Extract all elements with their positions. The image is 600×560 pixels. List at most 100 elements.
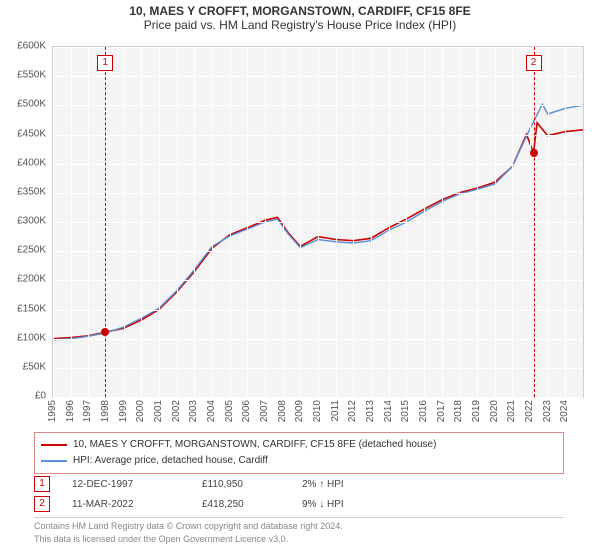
x-axis-label: 2018 <box>453 400 464 422</box>
x-axis-label: 1997 <box>82 400 93 422</box>
x-axis-label: 2019 <box>471 400 482 422</box>
y-axis-label: £50K <box>2 361 46 372</box>
x-axis-label: 2005 <box>224 400 235 422</box>
legend-label: 10, MAES Y CROFFT, MORGANSTOWN, CARDIFF,… <box>73 437 436 453</box>
sale-date: 12-DEC-1997 <box>72 479 202 490</box>
gridline-v <box>124 47 125 397</box>
gridline-v <box>565 47 566 397</box>
gridline-v <box>353 47 354 397</box>
y-axis-label: £500K <box>2 99 46 110</box>
marker-line <box>534 47 535 397</box>
gridline-v <box>141 47 142 397</box>
gridline-v <box>318 47 319 397</box>
gridline-v <box>247 47 248 397</box>
gridline-v <box>71 47 72 397</box>
x-axis-label: 2009 <box>294 400 305 422</box>
gridline-v <box>495 47 496 397</box>
legend-row: HPI: Average price, detached house, Card… <box>41 453 557 469</box>
marker-dot <box>101 328 109 336</box>
x-axis-label: 2000 <box>135 400 146 422</box>
x-axis-label: 2007 <box>259 400 270 422</box>
x-axis-label: 2001 <box>153 400 164 422</box>
marker-badge: 2 <box>526 55 542 71</box>
y-axis-label: £300K <box>2 216 46 227</box>
y-axis-label: £100K <box>2 332 46 343</box>
legend-label: HPI: Average price, detached house, Card… <box>73 453 268 469</box>
marker-dot <box>530 149 538 157</box>
y-axis-label: £600K <box>2 41 46 52</box>
sale-price: £110,950 <box>202 479 302 490</box>
gridline-v <box>265 47 266 397</box>
x-axis-label: 2023 <box>542 400 553 422</box>
gridline-v <box>530 47 531 397</box>
y-axis-label: £350K <box>2 186 46 197</box>
title-subtitle: Price paid vs. HM Land Registry's House … <box>0 18 600 32</box>
gridline-v <box>212 47 213 397</box>
x-axis-label: 1995 <box>47 400 58 422</box>
gridline-v <box>459 47 460 397</box>
x-axis-label: 2017 <box>436 400 447 422</box>
separator-line <box>34 517 564 518</box>
x-axis-label: 2016 <box>418 400 429 422</box>
x-axis-label: 2012 <box>347 400 358 422</box>
legend-swatch <box>41 460 67 462</box>
y-axis-label: £0 <box>2 391 46 402</box>
sale-price: £418,250 <box>202 499 302 510</box>
gridline-v <box>548 47 549 397</box>
gridline-v <box>336 47 337 397</box>
chart-wrap: 12 £0£50K£100K£150K£200K£250K£300K£350K£… <box>52 46 582 396</box>
sale-badge: 1 <box>34 476 50 492</box>
gridline-v <box>194 47 195 397</box>
gridline-v <box>300 47 301 397</box>
legend-row: 10, MAES Y CROFFT, MORGANSTOWN, CARDIFF,… <box>41 437 557 453</box>
gridline-v <box>230 47 231 397</box>
legend-box: 10, MAES Y CROFFT, MORGANSTOWN, CARDIFF,… <box>34 432 564 474</box>
y-axis-label: £200K <box>2 274 46 285</box>
gridline-v <box>106 47 107 397</box>
x-axis-label: 2004 <box>206 400 217 422</box>
gridline-v <box>406 47 407 397</box>
y-axis-label: £400K <box>2 157 46 168</box>
footnote-line: This data is licensed under the Open Gov… <box>34 533 343 546</box>
x-axis-label: 2014 <box>383 400 394 422</box>
title-address: 10, MAES Y CROFFT, MORGANSTOWN, CARDIFF,… <box>0 4 600 18</box>
footnote-line: Contains HM Land Registry data © Crown c… <box>34 520 343 533</box>
x-axis-label: 2020 <box>489 400 500 422</box>
gridline-v <box>424 47 425 397</box>
x-axis-label: 2022 <box>524 400 535 422</box>
x-axis-label: 2013 <box>365 400 376 422</box>
sale-diff: 2% ↑ HPI <box>302 479 392 490</box>
x-axis-label: 1999 <box>118 400 129 422</box>
gridline-v <box>283 47 284 397</box>
y-axis-label: £450K <box>2 128 46 139</box>
x-axis-label: 2002 <box>171 400 182 422</box>
x-axis-label: 2008 <box>277 400 288 422</box>
sales-table: 1 12-DEC-1997 £110,950 2% ↑ HPI 2 11-MAR… <box>34 474 392 514</box>
chart-container: 10, MAES Y CROFFT, MORGANSTOWN, CARDIFF,… <box>0 0 600 560</box>
x-axis-label: 2003 <box>188 400 199 422</box>
x-axis-label: 1998 <box>100 400 111 422</box>
gridline-h <box>53 397 583 398</box>
y-axis-label: £250K <box>2 245 46 256</box>
gridline-v <box>177 47 178 397</box>
gridline-v <box>371 47 372 397</box>
footnote: Contains HM Land Registry data © Crown c… <box>34 520 343 546</box>
sale-diff: 9% ↓ HPI <box>302 499 392 510</box>
marker-badge: 1 <box>97 55 113 71</box>
x-axis-label: 2010 <box>312 400 323 422</box>
x-axis-label: 2021 <box>506 400 517 422</box>
y-axis-label: £150K <box>2 303 46 314</box>
x-axis-label: 2015 <box>400 400 411 422</box>
sale-date: 11-MAR-2022 <box>72 499 202 510</box>
x-axis-label: 2024 <box>559 400 570 422</box>
x-axis-label: 2006 <box>241 400 252 422</box>
gridline-v <box>88 47 89 397</box>
gridline-v <box>53 47 54 397</box>
sale-row: 1 12-DEC-1997 £110,950 2% ↑ HPI <box>34 474 392 494</box>
plot-area: 12 <box>52 46 584 398</box>
gridline-v <box>477 47 478 397</box>
x-axis-label: 2011 <box>330 400 341 422</box>
gridline-v <box>159 47 160 397</box>
sale-row: 2 11-MAR-2022 £418,250 9% ↓ HPI <box>34 494 392 514</box>
title-area: 10, MAES Y CROFFT, MORGANSTOWN, CARDIFF,… <box>0 0 600 34</box>
